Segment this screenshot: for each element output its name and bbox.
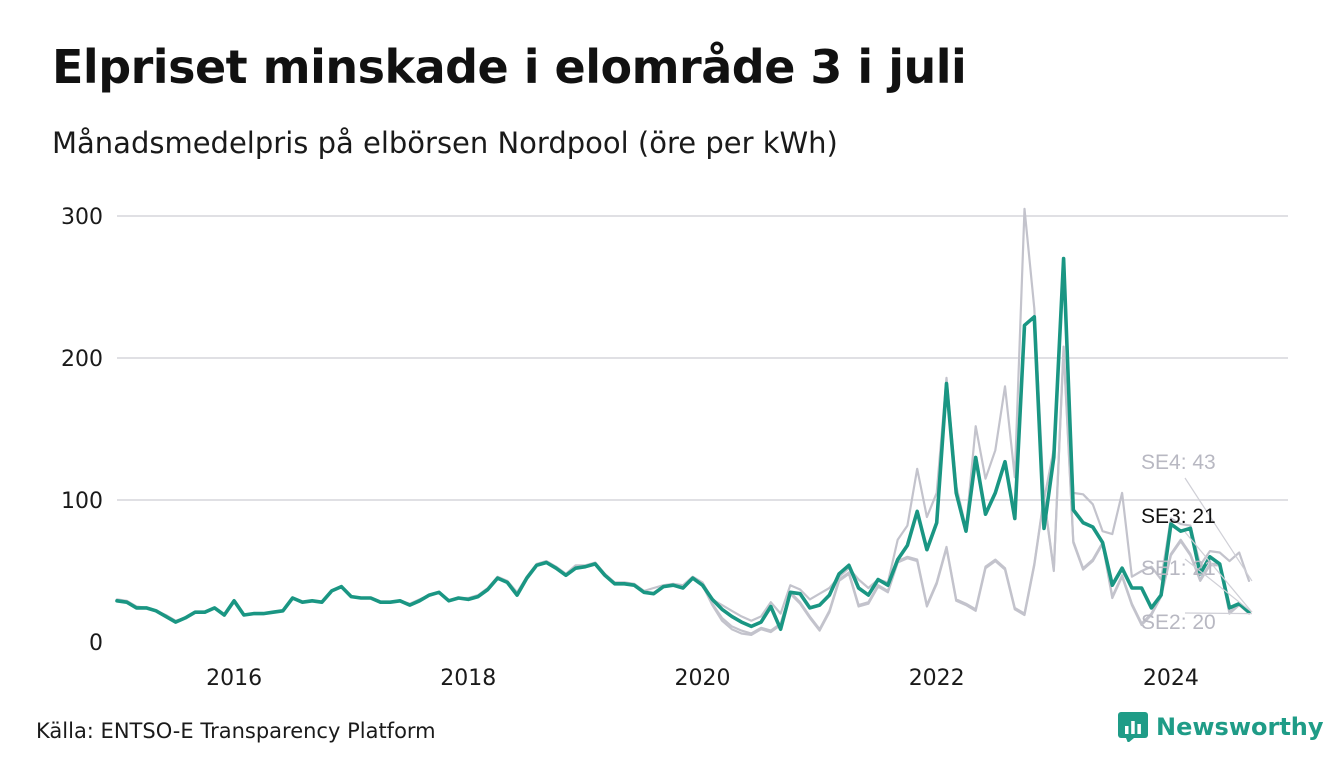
end-label-se1: SE1: 21 [1141, 557, 1216, 580]
leader-line-se1 [1184, 558, 1253, 613]
leader-line-se4 [1184, 477, 1253, 582]
x-axis-ticks: 2016 2018 2020 2022 2024 [206, 666, 1199, 691]
x-tick-label: 2016 [206, 666, 262, 691]
highlight-series [115, 256, 1251, 632]
x-tick-label: 2020 [675, 666, 731, 691]
y-axis-ticks: 0 100 200 300 [61, 205, 103, 656]
context-series [115, 207, 1251, 637]
series-line-se3 [115, 256, 1251, 632]
end-label-se3: SE3: 21 [1141, 505, 1216, 528]
series-line-se1 [115, 345, 1251, 635]
series-line-se2 [115, 348, 1251, 637]
leader-line-se3 [1184, 531, 1253, 613]
y-tick-label: 0 [89, 631, 103, 656]
gridlines [117, 215, 1288, 501]
y-tick-label: 100 [61, 489, 103, 514]
chart-subtitle: Månadsmedelpris på elbörsen Nordpool (ör… [52, 126, 838, 160]
end-labels: SE4: 43 SE3: 21 SE1: 21 SE2: 20 [1141, 451, 1253, 634]
brand-logo[interactable]: Newsworthy [1118, 712, 1324, 742]
x-tick-label: 2024 [1143, 666, 1199, 691]
x-tick-label: 2018 [440, 666, 496, 691]
y-tick-label: 300 [61, 205, 103, 230]
y-tick-label: 200 [61, 347, 103, 372]
bar-chart-icon [1118, 712, 1148, 742]
brand-name: Newsworthy [1156, 713, 1324, 741]
chart-title: Elpriset minskade i elområde 3 i juli [52, 40, 967, 94]
x-tick-label: 2022 [909, 666, 965, 691]
end-label-se4: SE4: 43 [1141, 451, 1216, 474]
leader-line-se2 [1184, 612, 1252, 615]
end-label-se2: SE2: 20 [1141, 611, 1216, 634]
source-note: Källa: ENTSO-E Transparency Platform [36, 719, 436, 743]
